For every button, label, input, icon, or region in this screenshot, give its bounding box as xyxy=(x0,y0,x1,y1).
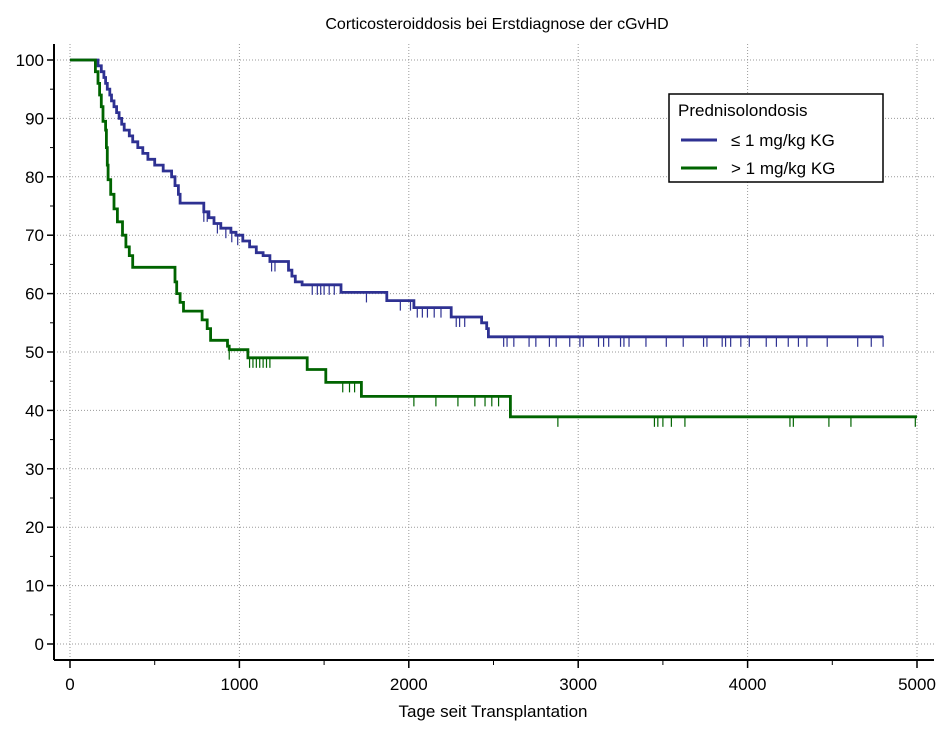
legend-title: Prednisolondosis xyxy=(678,101,807,120)
grid-layer xyxy=(54,44,934,660)
x-axis-label: Tage seit Transplantation xyxy=(398,702,587,721)
y-tick-label: 40 xyxy=(25,401,44,420)
series-line-1 xyxy=(70,58,884,339)
y-tick-label: 30 xyxy=(25,460,44,479)
legend-box xyxy=(668,93,884,183)
y-tick-label: 0 xyxy=(35,635,44,654)
x-tick-label: 3000 xyxy=(559,675,597,694)
chart-title: Corticosteroiddosis bei Erstdiagnose der… xyxy=(325,16,668,33)
series-line-2 xyxy=(70,58,917,419)
series-layer xyxy=(70,58,917,427)
y-tick-label: 50 xyxy=(25,343,44,362)
x-tick-label: 2000 xyxy=(390,675,428,694)
x-tick-label: 0 xyxy=(65,675,74,694)
y-tick-label: 90 xyxy=(25,109,44,128)
legend-label-series-2: > 1 mg/kg KG xyxy=(731,159,835,178)
y-tick-label: 60 xyxy=(25,285,44,304)
legend: Prednisolondosis ≤ 1 mg/kg KG > 1 mg/kg … xyxy=(668,93,884,183)
y-tick-label: 10 xyxy=(25,577,44,596)
y-tick-label: 80 xyxy=(25,168,44,187)
legend-label-series-1: ≤ 1 mg/kg KG xyxy=(731,131,835,150)
x-tick-label: 1000 xyxy=(220,675,258,694)
y-tick-label: 70 xyxy=(25,226,44,245)
x-tick-label: 5000 xyxy=(898,675,936,694)
y-tick-label: 100 xyxy=(16,51,44,70)
y-tick-label: 20 xyxy=(25,518,44,537)
x-tick-label: 4000 xyxy=(729,675,767,694)
